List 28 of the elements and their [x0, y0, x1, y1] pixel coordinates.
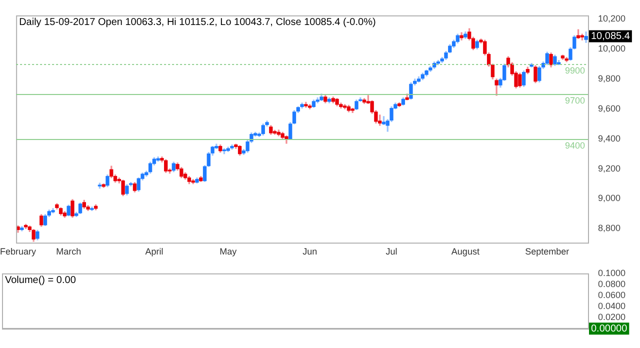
x-tick-label: Jun	[302, 246, 318, 256]
x-tick-label: September	[525, 246, 570, 256]
y-tick-label: 10,200	[598, 14, 626, 24]
ref-line-label: 9400	[564, 140, 585, 150]
ref-line-label: 9900	[564, 65, 585, 76]
y-tick-label: 0.1000	[598, 268, 626, 278]
y-tick-label: 9,800	[598, 73, 621, 84]
y-tick-label: 9,600	[598, 103, 621, 114]
chart-title: Volume() = 0.00	[5, 275, 76, 286]
x-tick-label: Jul	[386, 246, 398, 256]
y-tick-label: 0.0800	[598, 278, 626, 289]
ref-line-label: 9700	[564, 95, 585, 106]
y-tick-label: 10,000	[598, 44, 626, 54]
y-tick-label: 8,800	[598, 223, 621, 234]
text: 10,085.4	[591, 31, 630, 42]
y-tick-label: 9,400	[598, 133, 621, 144]
x-tick-label: August	[451, 246, 480, 256]
x-tick-label: March	[56, 246, 82, 256]
x-tick-label: April	[145, 246, 164, 256]
x-tick-label: May	[220, 246, 238, 256]
y-tick-label: 0.0200	[598, 312, 626, 322]
text: 0.00000	[591, 323, 628, 334]
x-tick-label: February	[0, 246, 37, 256]
y-tick-label: 0.0600	[598, 290, 626, 300]
chart-title: Daily 15-09-2017 Open 10063.3, Hi 10115.2, Lo 10043.7, Close 10085.4 (-0.0%)	[19, 17, 376, 28]
y-tick-label: 0.0400	[598, 301, 626, 312]
y-tick-label: 9,200	[598, 163, 621, 174]
y-tick-label: 9,000	[598, 193, 621, 204]
